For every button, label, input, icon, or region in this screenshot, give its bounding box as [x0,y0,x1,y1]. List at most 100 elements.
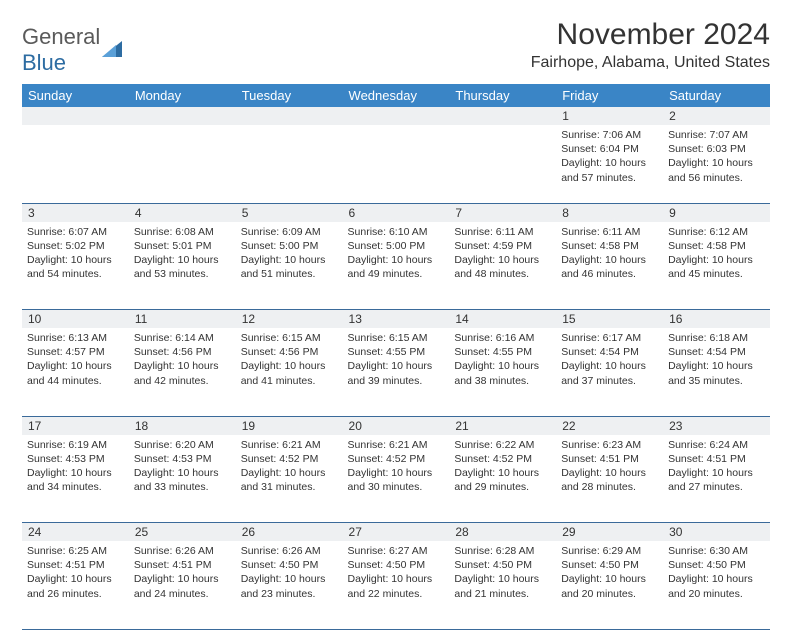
day-number: 30 [669,525,682,539]
day-number-cell [343,107,450,125]
day-number-cell [449,107,556,125]
sunset-text: Sunset: 4:55 PM [348,345,445,359]
day-details: Sunrise: 6:09 AMSunset: 5:00 PMDaylight:… [241,225,338,282]
daylight-text: Daylight: 10 hours and 56 minutes. [668,156,765,184]
day-details: Sunrise: 6:19 AMSunset: 4:53 PMDaylight:… [27,438,124,495]
day-number: 14 [455,312,468,326]
sunset-text: Sunset: 4:52 PM [454,452,551,466]
daylight-text: Daylight: 10 hours and 37 minutes. [561,359,658,387]
sunset-text: Sunset: 5:00 PM [241,239,338,253]
sunset-text: Sunset: 4:58 PM [668,239,765,253]
day-cell: Sunrise: 6:26 AMSunset: 4:50 PMDaylight:… [236,541,343,629]
sunrise-text: Sunrise: 6:28 AM [454,544,551,558]
day-cell: Sunrise: 6:07 AMSunset: 5:02 PMDaylight:… [22,222,129,310]
week-row: Sunrise: 6:07 AMSunset: 5:02 PMDaylight:… [22,222,770,310]
daylight-text: Daylight: 10 hours and 24 minutes. [134,572,231,600]
day-number-cell: 18 [129,416,236,435]
day-details: Sunrise: 6:21 AMSunset: 4:52 PMDaylight:… [241,438,338,495]
day-details: Sunrise: 6:22 AMSunset: 4:52 PMDaylight:… [454,438,551,495]
day-number-cell: 4 [129,203,236,222]
sunset-text: Sunset: 4:51 PM [561,452,658,466]
day-cell: Sunrise: 6:23 AMSunset: 4:51 PMDaylight:… [556,435,663,523]
day-number-cell: 19 [236,416,343,435]
daylight-text: Daylight: 10 hours and 28 minutes. [561,466,658,494]
day-number: 16 [669,312,682,326]
sunrise-text: Sunrise: 6:10 AM [348,225,445,239]
daylight-text: Daylight: 10 hours and 39 minutes. [348,359,445,387]
day-number-cell: 22 [556,416,663,435]
day-number: 1 [562,109,569,123]
weekday-header: Monday [129,84,236,107]
daynum-row: 24252627282930 [22,523,770,542]
daynum-row: 12 [22,107,770,125]
day-cell: Sunrise: 6:08 AMSunset: 5:01 PMDaylight:… [129,222,236,310]
daynum-row: 17181920212223 [22,416,770,435]
day-number-cell: 1 [556,107,663,125]
day-cell: Sunrise: 7:06 AMSunset: 6:04 PMDaylight:… [556,125,663,203]
daylight-text: Daylight: 10 hours and 48 minutes. [454,253,551,281]
sunset-text: Sunset: 6:04 PM [561,142,658,156]
daylight-text: Daylight: 10 hours and 29 minutes. [454,466,551,494]
day-number-cell: 3 [22,203,129,222]
sunrise-text: Sunrise: 6:21 AM [348,438,445,452]
day-cell: Sunrise: 6:13 AMSunset: 4:57 PMDaylight:… [22,328,129,416]
day-number: 4 [135,206,142,220]
daynum-row: 3456789 [22,203,770,222]
calendar-body: 12Sunrise: 7:06 AMSunset: 6:04 PMDayligh… [22,107,770,629]
day-details: Sunrise: 7:07 AMSunset: 6:03 PMDaylight:… [668,128,765,185]
daylight-text: Daylight: 10 hours and 45 minutes. [668,253,765,281]
day-number: 23 [669,419,682,433]
day-number-cell: 9 [663,203,770,222]
sunrise-text: Sunrise: 6:12 AM [668,225,765,239]
sunrise-text: Sunrise: 6:14 AM [134,331,231,345]
sunset-text: Sunset: 4:50 PM [348,558,445,572]
day-cell [343,125,450,203]
daylight-text: Daylight: 10 hours and 41 minutes. [241,359,338,387]
day-cell: Sunrise: 6:20 AMSunset: 4:53 PMDaylight:… [129,435,236,523]
sunset-text: Sunset: 4:51 PM [134,558,231,572]
daylight-text: Daylight: 10 hours and 51 minutes. [241,253,338,281]
daylight-text: Daylight: 10 hours and 42 minutes. [134,359,231,387]
day-cell: Sunrise: 6:19 AMSunset: 4:53 PMDaylight:… [22,435,129,523]
sunrise-text: Sunrise: 6:21 AM [241,438,338,452]
sunset-text: Sunset: 4:52 PM [241,452,338,466]
sunset-text: Sunset: 4:55 PM [454,345,551,359]
day-details: Sunrise: 6:18 AMSunset: 4:54 PMDaylight:… [668,331,765,388]
day-cell: Sunrise: 6:11 AMSunset: 4:59 PMDaylight:… [449,222,556,310]
sunset-text: Sunset: 5:00 PM [348,239,445,253]
daylight-text: Daylight: 10 hours and 57 minutes. [561,156,658,184]
day-number: 21 [455,419,468,433]
day-number: 22 [562,419,575,433]
daylight-text: Daylight: 10 hours and 49 minutes. [348,253,445,281]
day-cell: Sunrise: 6:21 AMSunset: 4:52 PMDaylight:… [236,435,343,523]
sunset-text: Sunset: 4:50 PM [668,558,765,572]
day-number-cell: 8 [556,203,663,222]
sunrise-text: Sunrise: 7:07 AM [668,128,765,142]
sunset-text: Sunset: 4:50 PM [561,558,658,572]
sunrise-text: Sunrise: 6:11 AM [561,225,658,239]
sunset-text: Sunset: 4:56 PM [241,345,338,359]
sunrise-text: Sunrise: 6:29 AM [561,544,658,558]
day-number-cell: 2 [663,107,770,125]
day-number: 7 [455,206,462,220]
daylight-text: Daylight: 10 hours and 53 minutes. [134,253,231,281]
day-cell [129,125,236,203]
logo-text: General Blue [22,24,100,76]
sunrise-text: Sunrise: 6:22 AM [454,438,551,452]
sunrise-text: Sunrise: 7:06 AM [561,128,658,142]
daylight-text: Daylight: 10 hours and 26 minutes. [27,572,124,600]
day-number-cell: 15 [556,310,663,329]
day-number-cell: 29 [556,523,663,542]
day-cell: Sunrise: 6:10 AMSunset: 5:00 PMDaylight:… [343,222,450,310]
day-number: 20 [349,419,362,433]
sunset-text: Sunset: 4:54 PM [561,345,658,359]
day-number-cell: 30 [663,523,770,542]
daylight-text: Daylight: 10 hours and 21 minutes. [454,572,551,600]
day-number-cell: 21 [449,416,556,435]
location-label: Fairhope, Alabama, United States [531,54,770,72]
day-number-cell: 13 [343,310,450,329]
sunrise-text: Sunrise: 6:18 AM [668,331,765,345]
day-number-cell: 27 [343,523,450,542]
sunrise-text: Sunrise: 6:13 AM [27,331,124,345]
day-details: Sunrise: 6:13 AMSunset: 4:57 PMDaylight:… [27,331,124,388]
